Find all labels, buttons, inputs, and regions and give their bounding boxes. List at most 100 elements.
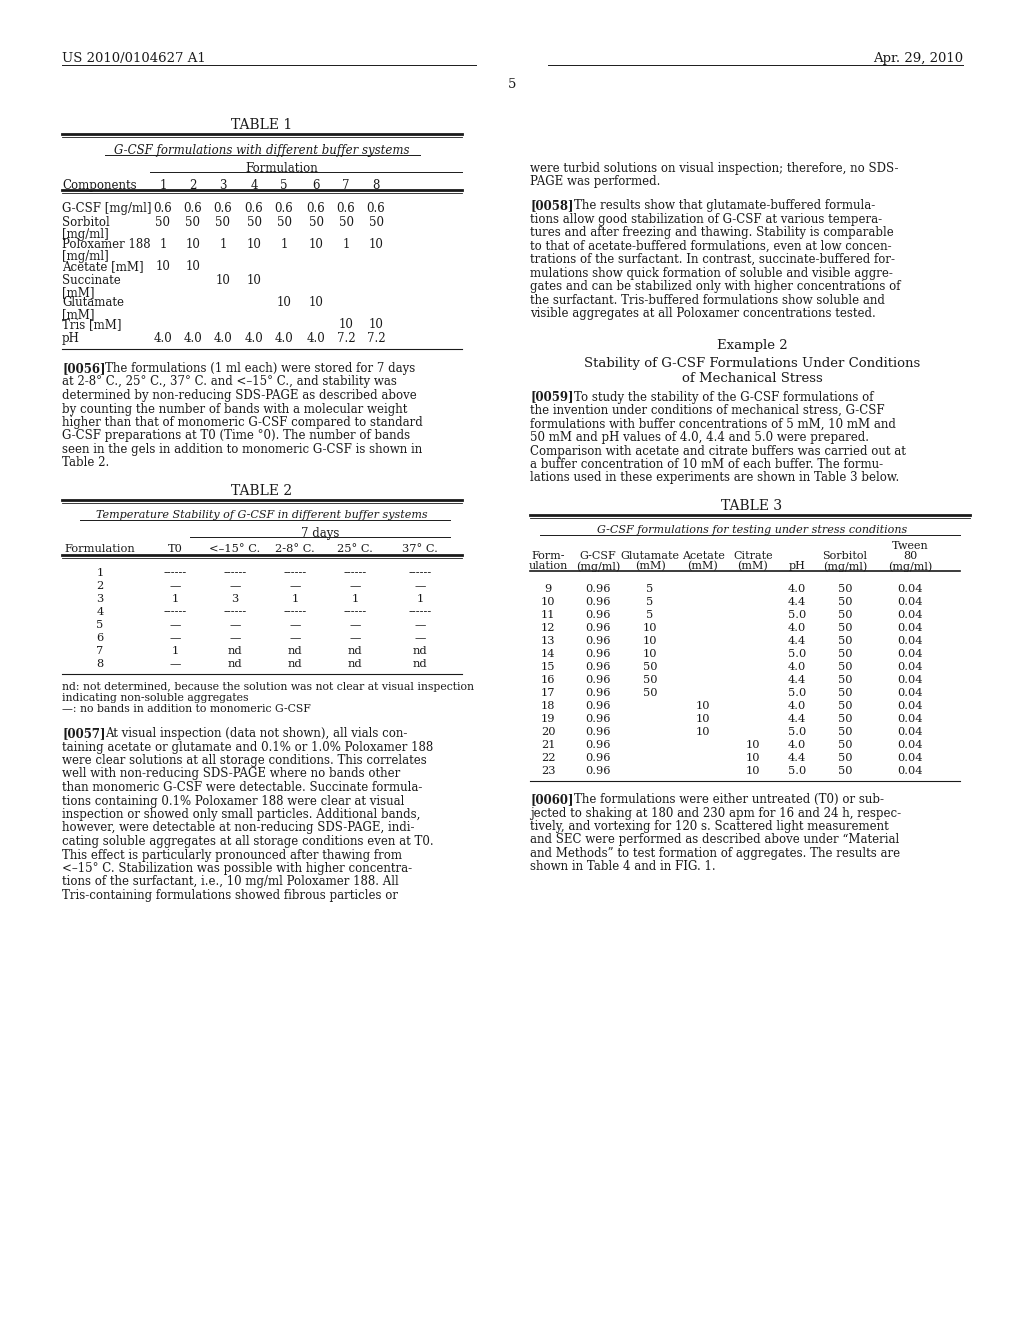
Text: 50: 50 [838, 741, 852, 750]
Text: mulations show quick formation of soluble and visible aggre-: mulations show quick formation of solubl… [530, 267, 893, 280]
Text: This effect is particularly pronounced after thawing from: This effect is particularly pronounced a… [62, 849, 402, 862]
Text: 50: 50 [838, 766, 852, 776]
Text: by counting the number of bands with a molecular weight: by counting the number of bands with a m… [62, 403, 408, 416]
Text: 1: 1 [160, 238, 167, 251]
Text: —: — [169, 659, 180, 669]
Text: TABLE 1: TABLE 1 [231, 117, 293, 132]
Text: and Methods” to test formation of aggregates. The results are: and Methods” to test formation of aggreg… [530, 847, 900, 861]
Text: 12: 12 [541, 623, 555, 634]
Text: 10: 10 [695, 701, 711, 711]
Text: 0.96: 0.96 [586, 583, 610, 594]
Text: Sorbitol: Sorbitol [62, 216, 110, 228]
Text: 4.0: 4.0 [787, 623, 806, 634]
Text: 5.0: 5.0 [787, 688, 806, 698]
Text: 50: 50 [838, 688, 852, 698]
Text: 4.4: 4.4 [787, 752, 806, 763]
Text: —: — [415, 620, 426, 630]
Text: —: — [169, 634, 180, 643]
Text: 2: 2 [189, 180, 197, 191]
Text: G-CSF [mg/ml]: G-CSF [mg/ml] [62, 202, 152, 215]
Text: 10: 10 [247, 275, 261, 286]
Text: —: — [349, 581, 360, 591]
Text: 6: 6 [96, 634, 103, 643]
Text: —: — [229, 620, 241, 630]
Text: nd: nd [348, 659, 362, 669]
Text: 1: 1 [417, 594, 424, 605]
Text: lations used in these experiments are shown in Table 3 below.: lations used in these experiments are sh… [530, 471, 899, 484]
Text: 10: 10 [369, 318, 383, 331]
Text: Temperature Stability of G-CSF in different buffer systems: Temperature Stability of G-CSF in differ… [96, 510, 428, 520]
Text: 4.4: 4.4 [787, 597, 806, 607]
Text: 0.04: 0.04 [897, 675, 923, 685]
Text: —: — [290, 620, 301, 630]
Text: higher than that of monomeric G-CSF compared to standard: higher than that of monomeric G-CSF comp… [62, 416, 423, 429]
Text: than monomeric G-CSF were detectable. Succinate formula-: than monomeric G-CSF were detectable. Su… [62, 781, 422, 795]
Text: ------: ------ [343, 568, 367, 578]
Text: Citrate: Citrate [733, 550, 773, 561]
Text: TABLE 2: TABLE 2 [231, 484, 293, 498]
Text: a buffer concentration of 10 mM of each buffer. The formu-: a buffer concentration of 10 mM of each … [530, 458, 883, 471]
Text: Poloxamer 188: Poloxamer 188 [62, 238, 151, 251]
Text: were clear solutions at all storage conditions. This correlates: were clear solutions at all storage cond… [62, 754, 427, 767]
Text: 0.96: 0.96 [586, 636, 610, 645]
Text: 1: 1 [160, 180, 167, 191]
Text: Formulation: Formulation [65, 544, 135, 554]
Text: 50: 50 [276, 216, 292, 228]
Text: 10: 10 [369, 238, 383, 251]
Text: 1: 1 [171, 594, 178, 605]
Text: 0.96: 0.96 [586, 663, 610, 672]
Text: 4: 4 [250, 180, 258, 191]
Text: 3: 3 [219, 180, 226, 191]
Text: —: — [169, 620, 180, 630]
Text: G-CSF formulations with different buffer systems: G-CSF formulations with different buffer… [115, 144, 410, 157]
Text: 50: 50 [369, 216, 384, 228]
Text: pH: pH [788, 561, 806, 572]
Text: 50: 50 [339, 216, 353, 228]
Text: Components: Components [62, 180, 136, 191]
Text: 4.0: 4.0 [306, 333, 326, 345]
Text: nd: nd [227, 645, 243, 656]
Text: nd: not determined, because the solution was not clear at visual inspection: nd: not determined, because the solution… [62, 682, 474, 692]
Text: 7: 7 [342, 180, 350, 191]
Text: pH: pH [62, 333, 80, 345]
Text: Acetate [mM]: Acetate [mM] [62, 260, 143, 273]
Text: inspection or showed only small particles. Additional bands,: inspection or showed only small particle… [62, 808, 421, 821]
Text: 0.6: 0.6 [245, 202, 263, 215]
Text: (mM): (mM) [737, 561, 768, 572]
Text: 2-8° C.: 2-8° C. [275, 544, 314, 554]
Text: 50: 50 [156, 216, 171, 228]
Text: formulations with buffer concentrations of 5 mM, 10 mM and: formulations with buffer concentrations … [530, 417, 896, 430]
Text: to that of acetate-buffered formulations, even at low concen-: to that of acetate-buffered formulations… [530, 239, 892, 252]
Text: the invention under conditions of mechanical stress, G-CSF: the invention under conditions of mechan… [530, 404, 885, 417]
Text: 10: 10 [643, 636, 657, 645]
Text: 10: 10 [185, 260, 201, 273]
Text: 50: 50 [247, 216, 261, 228]
Text: 50: 50 [838, 675, 852, 685]
Text: 7.2: 7.2 [337, 333, 355, 345]
Text: Form-: Form- [531, 550, 565, 561]
Text: <–15° C. Stabilization was possible with higher concentra-: <–15° C. Stabilization was possible with… [62, 862, 412, 875]
Text: 0.6: 0.6 [367, 202, 385, 215]
Text: 0.04: 0.04 [897, 623, 923, 634]
Text: 4.0: 4.0 [183, 333, 203, 345]
Text: —: — [415, 581, 426, 591]
Text: 8: 8 [96, 659, 103, 669]
Text: of Mechanical Stress: of Mechanical Stress [682, 371, 822, 384]
Text: 0.6: 0.6 [337, 202, 355, 215]
Text: 50: 50 [838, 610, 852, 620]
Text: US 2010/0104627 A1: US 2010/0104627 A1 [62, 51, 206, 65]
Text: 0.96: 0.96 [586, 752, 610, 763]
Text: 10: 10 [185, 238, 201, 251]
Text: 10: 10 [745, 752, 760, 763]
Text: 0.04: 0.04 [897, 714, 923, 723]
Text: 10: 10 [745, 766, 760, 776]
Text: however, were detectable at non-reducing SDS-PAGE, indi-: however, were detectable at non-reducing… [62, 821, 415, 834]
Text: Apr. 29, 2010: Apr. 29, 2010 [872, 51, 963, 65]
Text: 4.4: 4.4 [787, 636, 806, 645]
Text: [mg/ml]: [mg/ml] [62, 249, 109, 263]
Text: 10: 10 [308, 238, 324, 251]
Text: nd: nd [413, 659, 427, 669]
Text: 10: 10 [308, 296, 324, 309]
Text: 25° C.: 25° C. [337, 544, 373, 554]
Text: —: — [169, 581, 180, 591]
